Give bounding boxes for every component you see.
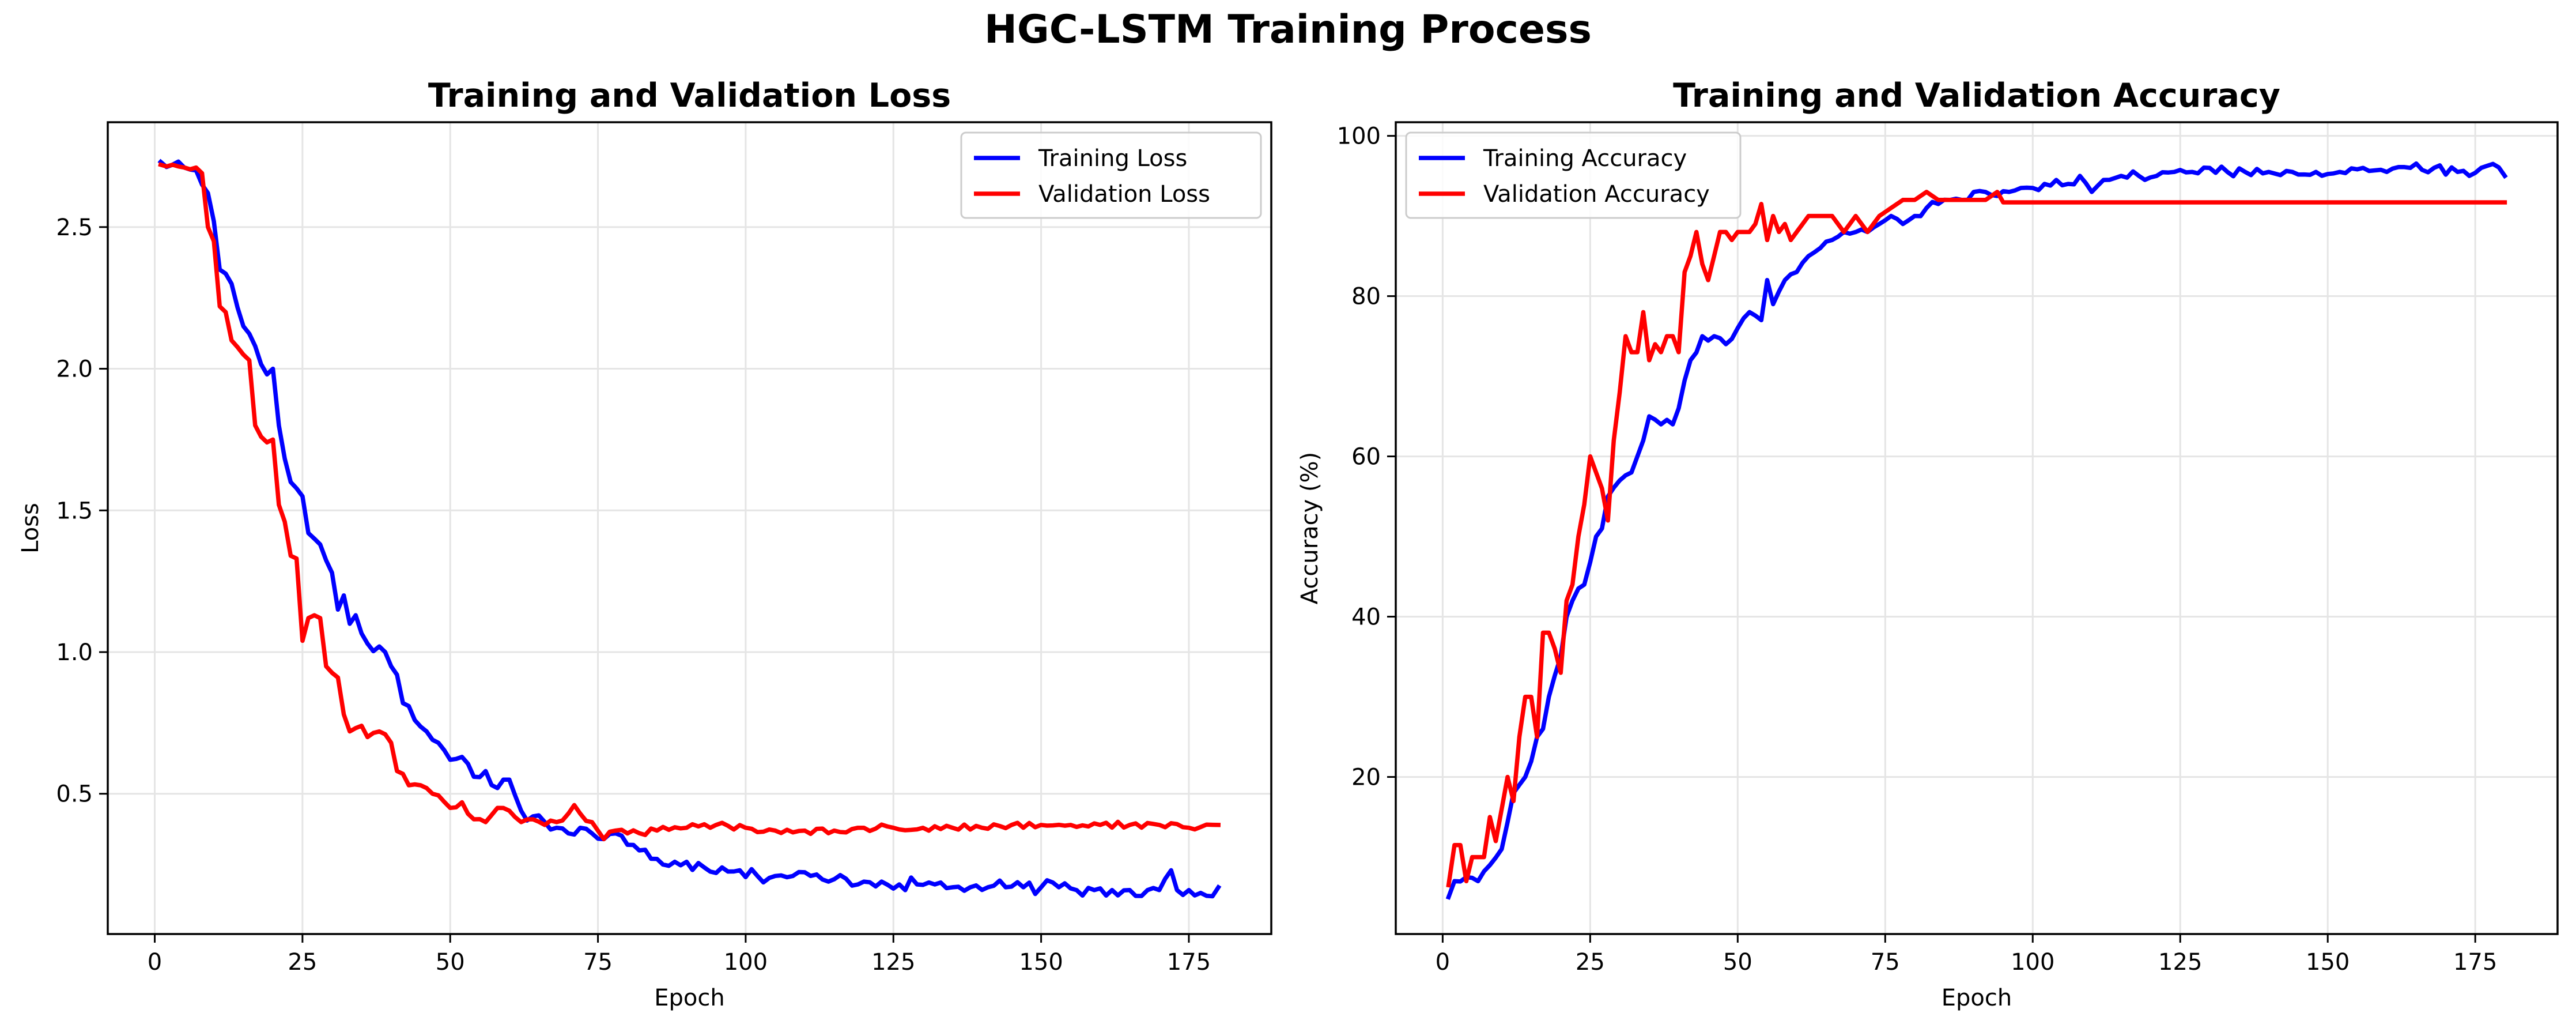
y-tick-label: 2.5 (56, 214, 93, 241)
x-tick-label: 175 (2453, 949, 2497, 976)
x-tick-label: 50 (1723, 949, 1752, 976)
legend-box (960, 131, 1262, 219)
x-axis-label: Epoch (1942, 985, 2012, 1011)
x-tick-label: 100 (2011, 949, 2054, 976)
chart-panel-2: 0 25 50 75 100 125 150 175 20 40 60 80 100 Training a… (1297, 77, 2559, 1011)
x-tick-label: 25 (288, 949, 317, 976)
x-tick-label: 125 (871, 949, 915, 976)
series-line-1 (157, 159, 1222, 899)
y-tick-label: 40 (1351, 604, 1381, 631)
y-tick-label: 20 (1351, 765, 1381, 791)
chart-title: Training and Validation Loss (428, 77, 951, 115)
legend: Training Loss Validation Loss (960, 131, 1262, 219)
x-tick-label: 125 (2158, 949, 2202, 976)
x-axis-label: Epoch (654, 985, 724, 1011)
legend-label: Validation Accuracy (1483, 181, 1710, 208)
x-tick-label: 25 (1576, 949, 1605, 976)
x-tick-label: 75 (583, 949, 613, 976)
x-tick-label: 100 (724, 949, 768, 976)
series-line-2 (158, 162, 1221, 842)
legend: Training Accuracy Validation Accuracy (1405, 131, 1742, 219)
y-tick-label: 1.5 (56, 498, 93, 524)
y-tick-label: 80 (1351, 284, 1381, 310)
series-line-2 (1446, 190, 2507, 888)
y-axis-label: Loss (17, 503, 44, 553)
axes-frame (107, 121, 1272, 935)
chart-panel-1: 0 25 50 75 100 125 150 175 0.5 1.0 1.5 2.0 2.5 Traini… (17, 77, 1272, 1011)
legend-label: Training Loss (1038, 145, 1187, 172)
y-tick-label: 2.0 (56, 356, 93, 383)
x-tick-label: 175 (1167, 949, 1211, 976)
y-tick-label: 0.5 (56, 781, 93, 808)
axes-frame (1395, 121, 2559, 935)
legend-box (1405, 131, 1742, 219)
x-tick-label: 0 (1436, 949, 1450, 976)
chart-title: Training and Validation Accuracy (1673, 77, 2280, 115)
x-tick-label: 150 (2306, 949, 2350, 976)
x-tick-label: 50 (436, 949, 465, 976)
y-tick-label: 100 (1337, 123, 1381, 150)
series-line-1 (1445, 161, 2508, 900)
y-tick-label: 60 (1351, 444, 1381, 470)
legend-label: Training Accuracy (1483, 145, 1687, 172)
x-tick-label: 150 (1019, 949, 1063, 976)
figure-title: HGC-LSTM Training Process (984, 7, 1592, 52)
x-tick-label: 0 (148, 949, 162, 976)
y-tick-label: 1.0 (56, 639, 93, 666)
x-tick-label: 75 (1871, 949, 1900, 976)
y-axis-label: Accuracy (%) (1297, 452, 1323, 605)
legend-label: Validation Loss (1038, 181, 1210, 208)
